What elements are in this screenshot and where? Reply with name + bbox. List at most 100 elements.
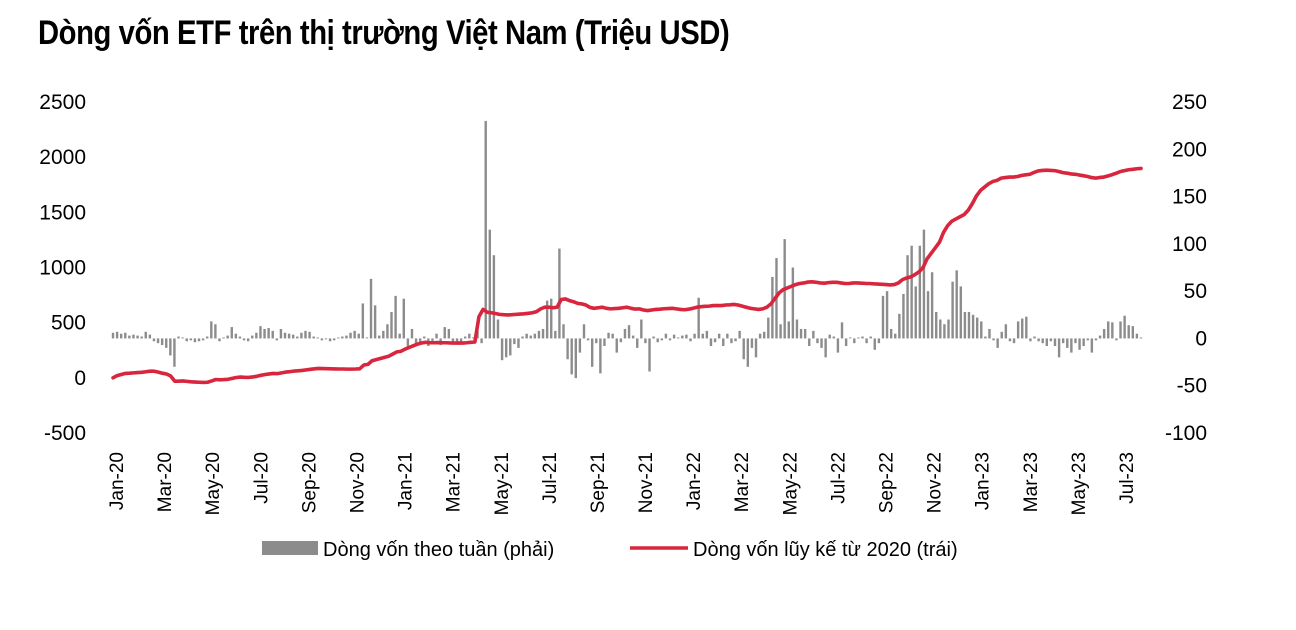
right-axis-tick-label: -50 <box>1177 375 1207 398</box>
weekly-flow-bar <box>943 324 946 339</box>
weekly-flow-bar <box>398 333 401 339</box>
right-axis-tick-label: 200 <box>1172 138 1207 161</box>
weekly-flow-bar <box>582 324 586 339</box>
left-axis-tick-label: 2500 <box>39 91 86 114</box>
weekly-flow-bar <box>1004 324 1008 339</box>
weekly-flow-bar <box>615 338 618 353</box>
x-axis-tick-label: Jul-20 <box>251 452 272 504</box>
weekly-flow-bar <box>664 333 668 339</box>
right-axis-tick-label: -100 <box>1165 422 1207 445</box>
weekly-flow-bar <box>169 338 172 356</box>
weekly-flow-bar <box>201 338 205 341</box>
left-axis-tick-label: 1500 <box>39 201 86 224</box>
weekly-flow-bar <box>869 336 872 339</box>
weekly-flow-bar <box>226 335 229 339</box>
weekly-flow-bar <box>984 336 987 339</box>
x-axis-tick-label: Sep-22 <box>877 452 898 513</box>
weekly-flow-bar <box>570 338 573 375</box>
x-axis-tick-label: Jul-23 <box>1117 452 1138 504</box>
x-axis-tick-label: Jan-22 <box>684 452 705 510</box>
weekly-flow-bar <box>861 336 864 339</box>
weekly-flow-bar <box>128 335 131 339</box>
weekly-flow-bar <box>631 335 635 339</box>
weekly-flow-bar <box>287 333 291 339</box>
weekly-flow-bar <box>300 332 303 339</box>
weekly-flow-bar <box>156 338 160 344</box>
weekly-flow-bar <box>341 336 344 339</box>
weekly-flow-bar <box>197 338 201 342</box>
weekly-flow-bar <box>369 278 373 339</box>
weekly-flow-bar <box>451 338 455 344</box>
weekly-flow-bar <box>504 338 508 358</box>
left-axis-tick-label: -500 <box>44 422 86 445</box>
x-axis-tick-label: Nov-22 <box>925 452 946 513</box>
weekly-flow-bar <box>889 328 893 339</box>
weekly-flow-bar <box>967 311 971 339</box>
weekly-flow-bar <box>222 337 225 339</box>
weekly-flow-bar <box>992 338 995 341</box>
weekly-flow-bar <box>251 335 254 339</box>
weekly-flow-bar <box>767 317 770 339</box>
weekly-flow-bar <box>1082 338 1085 346</box>
weekly-flow-bar <box>803 328 807 339</box>
legend: Dòng vốn theo tuần (phải) Dòng vốn lũy kế… <box>262 539 958 561</box>
weekly-flow-bar <box>193 338 197 343</box>
weekly-flow-bar <box>509 338 512 356</box>
weekly-flow-bar <box>533 333 537 339</box>
weekly-flow-bar <box>988 328 991 339</box>
weekly-flow-bar <box>738 330 741 339</box>
weekly-flow-bar <box>365 337 369 339</box>
weekly-flow-bar <box>529 335 532 339</box>
x-axis-tick-label: Jul-21 <box>540 452 561 504</box>
weekly-flow-bar <box>562 324 565 339</box>
weekly-flow-bar <box>492 255 496 339</box>
weekly-flow-bar <box>1061 338 1065 344</box>
weekly-flow-bar <box>832 336 836 339</box>
weekly-flow-bar <box>795 319 799 339</box>
weekly-flow-bar <box>332 338 336 341</box>
weekly-flow-bar <box>742 338 745 360</box>
weekly-flow-bar <box>140 336 143 339</box>
weekly-flow-bar <box>623 328 627 339</box>
weekly-flow-bar <box>423 336 426 339</box>
weekly-flow-bar <box>1139 337 1143 339</box>
weekly-flow-bar <box>836 338 840 353</box>
weekly-flow-bar <box>545 300 549 339</box>
x-axis-tick-label: May-20 <box>203 452 224 515</box>
weekly-flow-bar <box>918 245 922 339</box>
weekly-flow-bar <box>304 330 307 339</box>
right-axis-tick-label: 0 <box>1195 327 1207 350</box>
weekly-flow-bar <box>1070 338 1073 353</box>
left-axis-tick-label: 0 <box>74 367 86 390</box>
weekly-flow-bar <box>1123 315 1126 339</box>
weekly-flow-bar <box>586 338 590 341</box>
weekly-flow-bar <box>1078 338 1081 350</box>
weekly-flow-bar <box>206 336 209 339</box>
weekly-flow-bar <box>373 305 377 339</box>
weekly-flow-bar <box>939 319 942 339</box>
weekly-flow-bar <box>500 338 504 361</box>
weekly-flow-bar <box>1016 321 1020 339</box>
weekly-flow-bar <box>844 338 848 346</box>
weekly-flow-bar <box>820 338 823 348</box>
weekly-flow-bar <box>480 338 483 344</box>
weekly-flow-bar <box>975 317 979 339</box>
weekly-flow-bar <box>418 338 422 344</box>
weekly-flow-bar <box>685 334 688 339</box>
weekly-flow-bar <box>115 331 119 339</box>
weekly-flow-bar <box>316 337 319 339</box>
weekly-flow-bar <box>468 333 471 339</box>
weekly-flow-bar <box>910 245 913 339</box>
weekly-flow-bar <box>709 338 713 346</box>
weekly-flow-bar <box>349 332 352 339</box>
weekly-flow-bar <box>959 286 962 339</box>
weekly-flow-bar <box>308 331 311 339</box>
weekly-flow-bar <box>406 338 410 348</box>
weekly-flow-bar <box>296 336 299 339</box>
weekly-flow-bar <box>885 291 889 339</box>
weekly-flow-bar <box>636 338 639 348</box>
x-axis-tick-label: Mar-22 <box>732 452 753 512</box>
weekly-flow-bar <box>189 338 193 341</box>
weekly-flow-bar <box>787 321 790 339</box>
